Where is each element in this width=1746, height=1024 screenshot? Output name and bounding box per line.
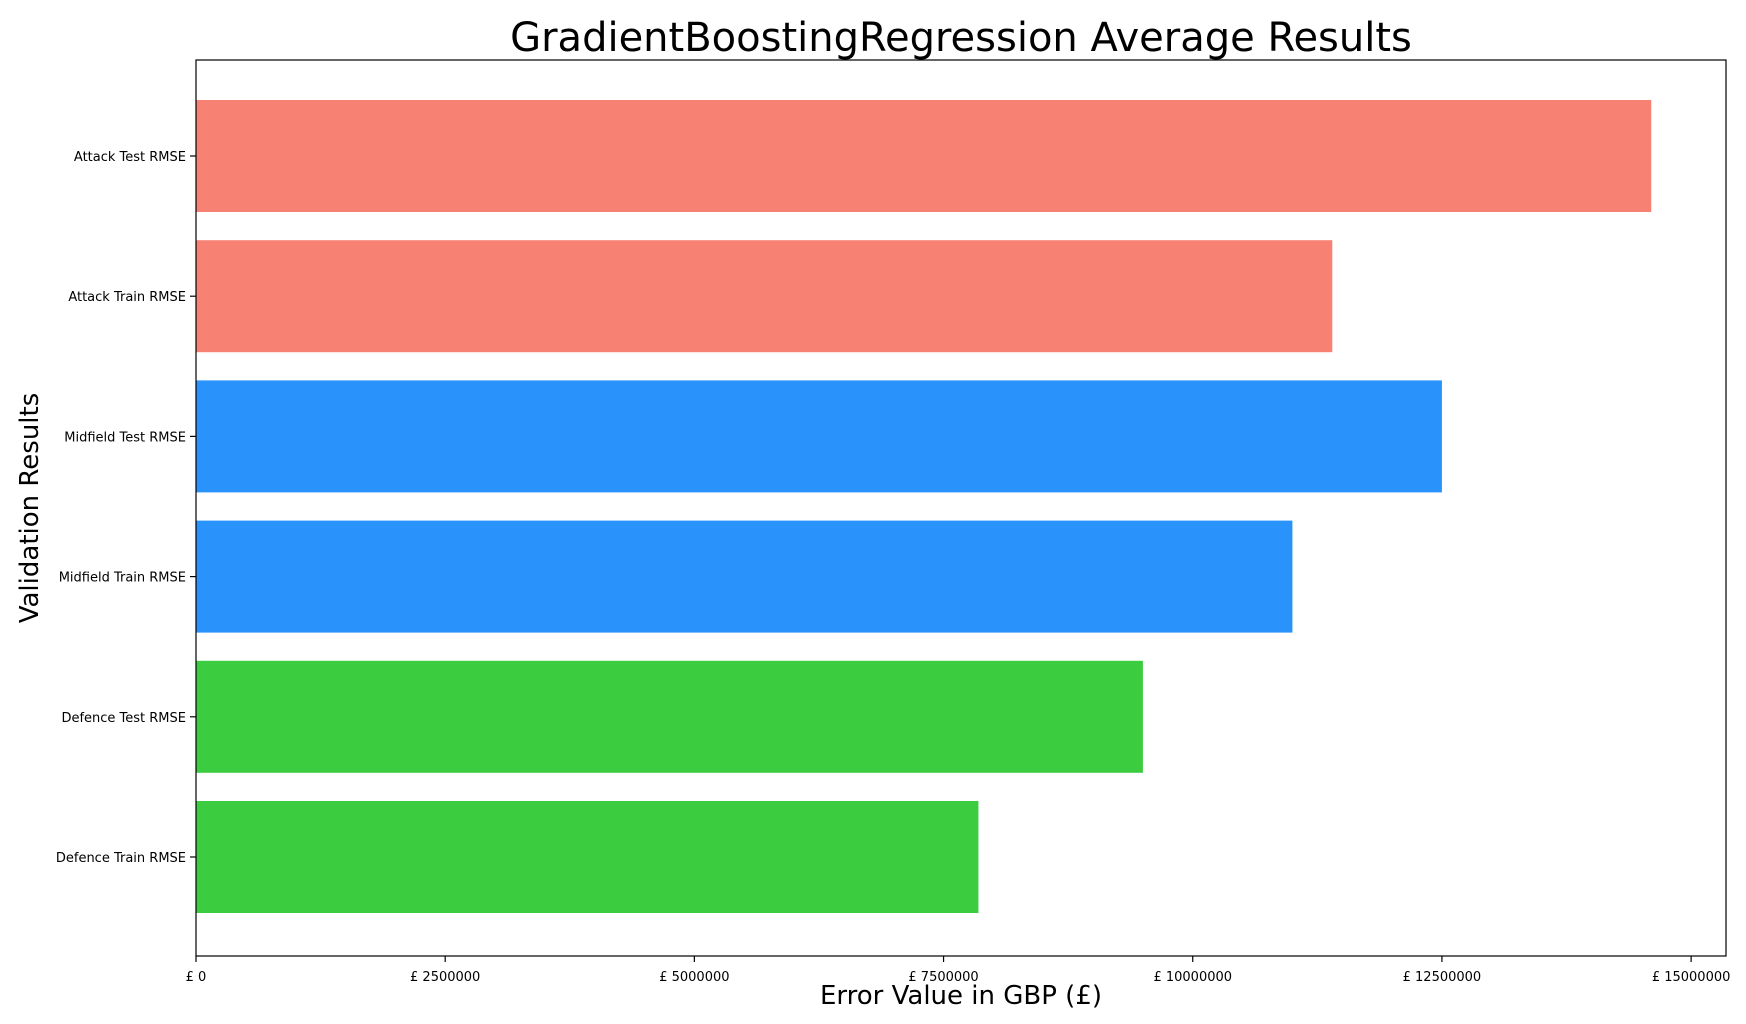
y-tick-label: Defence Test RMSE bbox=[61, 711, 186, 726]
bar-attack-train-rmse bbox=[196, 240, 1333, 353]
chart-title: GradientBoostingRegression Average Resul… bbox=[510, 15, 1412, 61]
y-tick-label: Midfield Train RMSE bbox=[59, 571, 186, 586]
y-tick-label: Defence Train RMSE bbox=[56, 851, 186, 866]
x-tick-label: £ 10000000 bbox=[1153, 970, 1232, 985]
x-tick-label: £ 0 bbox=[186, 970, 207, 985]
y-axis-ticks: Attack Test RMSE Attack Train RMSE Midfiel… bbox=[56, 150, 196, 866]
bar-defence-train-rmse bbox=[196, 801, 979, 913]
x-tick-label: £ 7500000 bbox=[908, 970, 978, 985]
bar-midfield-train-rmse bbox=[196, 520, 1293, 633]
y-tick-label: Midfield Test RMSE bbox=[64, 430, 186, 445]
bar-midfield-test-rmse bbox=[196, 380, 1442, 493]
x-axis-label: Error Value in GBP (£) bbox=[820, 981, 1102, 1011]
bar-defence-test-rmse bbox=[196, 660, 1143, 773]
x-tick-label: £ 15000000 bbox=[1652, 970, 1731, 985]
y-tick-label: Attack Test RMSE bbox=[74, 150, 186, 165]
y-axis-label: Validation Results bbox=[15, 393, 45, 624]
x-tick-label: £ 5000000 bbox=[659, 970, 729, 985]
bars-group bbox=[196, 100, 1652, 913]
plot-frame bbox=[195, 59, 1727, 957]
x-tick-label: £ 12500000 bbox=[1403, 970, 1482, 985]
bar-attack-test-rmse bbox=[196, 100, 1652, 212]
x-axis-ticks: £ 0 £ 2500000 £ 5000000 £ 7500000 £ 10000000… bbox=[186, 956, 1731, 985]
y-tick-label: Attack Train RMSE bbox=[68, 290, 186, 305]
x-tick-label: £ 2500000 bbox=[410, 970, 480, 985]
